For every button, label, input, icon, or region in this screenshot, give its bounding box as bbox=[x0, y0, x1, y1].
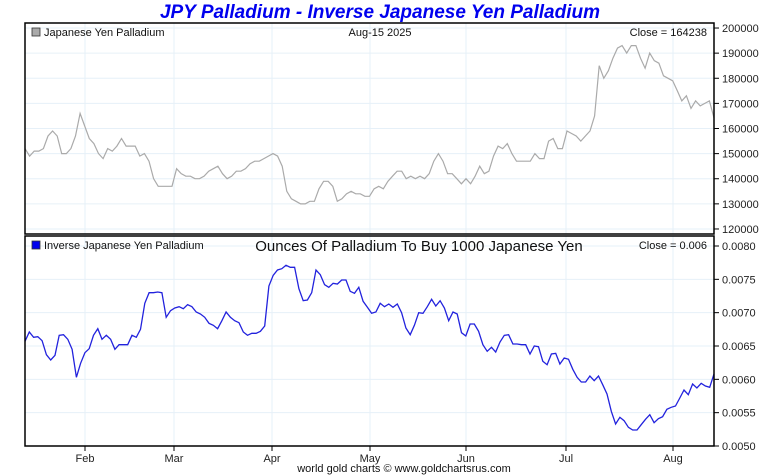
y-tick-label: 0.0050 bbox=[722, 441, 756, 453]
y-tick-label: 0.0070 bbox=[722, 308, 756, 320]
y-tick-label: 140000 bbox=[722, 174, 759, 186]
x-tick-label: Jul bbox=[559, 453, 573, 465]
top-grid bbox=[25, 23, 714, 234]
bottom-y-axis: 0.0050 0.0055 0.0060 0.0065 0.0070 0.0075 0.00… bbox=[714, 241, 756, 453]
y-tick-label: 180000 bbox=[722, 73, 759, 85]
top-legend-swatch bbox=[31, 27, 41, 37]
bottom-panel: 0.0050 0.0055 0.0060 0.0065 0.0070 0.0075 0.00… bbox=[24, 235, 756, 465]
date-label: Aug-15 2025 bbox=[349, 27, 412, 39]
y-tick-label: 0.0060 bbox=[722, 374, 756, 386]
x-tick-label: May bbox=[360, 453, 381, 465]
y-tick-label: 0.0055 bbox=[722, 408, 756, 420]
inverse-jpy-palladium-line bbox=[24, 264, 715, 431]
x-tick-label: Jun bbox=[457, 453, 475, 465]
jpy-palladium-line bbox=[24, 44, 715, 205]
bottom-legend-label: Inverse Japanese Yen Palladium bbox=[44, 240, 204, 252]
x-tick-label: Feb bbox=[76, 453, 95, 465]
x-tick-label: Mar bbox=[165, 453, 184, 465]
top-close-label: Close = 164238 bbox=[630, 27, 707, 39]
bottom-legend-swatch bbox=[31, 240, 41, 250]
bottom-close-label: Close = 0.006 bbox=[639, 240, 707, 252]
y-tick-label: 0.0075 bbox=[722, 274, 756, 286]
y-tick-label: 190000 bbox=[722, 48, 759, 60]
bottom-grid bbox=[25, 236, 714, 446]
y-tick-label: 130000 bbox=[722, 199, 759, 211]
y-tick-label: 170000 bbox=[722, 98, 759, 110]
y-tick-label: 0.0080 bbox=[722, 241, 756, 253]
y-tick-label: 160000 bbox=[722, 124, 759, 136]
bottom-panel-title: Ounces Of Palladium To Buy 1000 Japanese… bbox=[255, 238, 582, 255]
footer-credit: world gold charts © www.goldchartsrus.co… bbox=[296, 463, 511, 475]
x-axis: Feb Mar Apr May Jun Jul Aug bbox=[76, 446, 683, 465]
top-panel: 120000 130000 140000 150000 160000 170000 1800… bbox=[24, 22, 759, 236]
chart-title: JPY Palladium - Inverse Japanese Yen Pal… bbox=[159, 2, 601, 23]
y-tick-label: 200000 bbox=[722, 23, 759, 35]
top-series bbox=[24, 44, 715, 205]
y-tick-label: 0.0065 bbox=[722, 341, 756, 353]
y-tick-label: 120000 bbox=[722, 224, 759, 236]
bottom-series bbox=[24, 264, 715, 431]
top-legend-label: Japanese Yen Palladium bbox=[44, 27, 164, 39]
top-y-axis: 120000 130000 140000 150000 160000 170000 1800… bbox=[714, 23, 759, 236]
y-tick-label: 150000 bbox=[722, 149, 759, 161]
x-tick-label: Aug bbox=[663, 453, 683, 465]
x-tick-label: Apr bbox=[263, 453, 280, 465]
